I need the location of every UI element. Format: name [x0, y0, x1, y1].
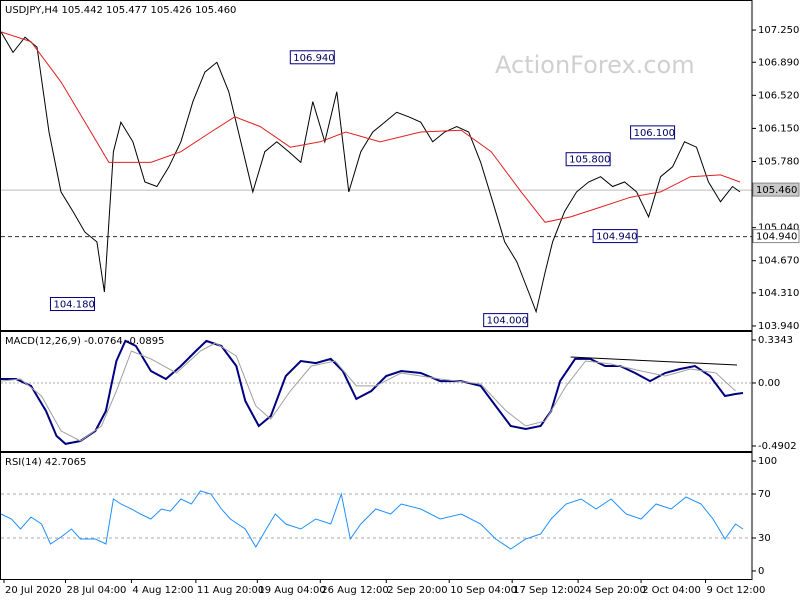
y-tick-label: 0.00	[758, 378, 780, 389]
series-line	[0, 31, 741, 223]
panel-frame	[0, 452, 753, 580]
x-tick-label: 28 Jul 04:00	[66, 585, 126, 596]
annotation-box	[483, 313, 529, 328]
series-line	[0, 342, 736, 442]
y-tick-label: 106.520	[758, 90, 799, 101]
x-tick-label: 24 Sep 20:00	[579, 585, 646, 596]
x-tick-label: 2 Sep 20:00	[387, 585, 447, 596]
annotation-box	[49, 297, 95, 312]
series-line	[0, 490, 744, 550]
y-tick-label: 106.890	[758, 57, 799, 68]
x-tick-label: 26 Aug 12:00	[321, 585, 388, 596]
annotation-label: 106.940	[293, 53, 334, 64]
y-tick-label: 106.150	[758, 123, 799, 134]
annotation-box	[565, 152, 611, 167]
y-tick-label: 0	[758, 566, 764, 577]
y-tick-label: 0.3343	[758, 335, 793, 346]
trend-line	[570, 356, 738, 366]
annotation-label: 106.100	[634, 128, 675, 139]
x-tick-label: 20 Jul 2020	[5, 585, 62, 596]
panel-frame	[0, 0, 753, 331]
x-tick-label: 4 Aug 12:00	[132, 585, 193, 596]
x-tick-label: 10 Sep 04:00	[450, 585, 517, 596]
panel-title: MACD(12,26,9) -0.0764 -0.0895	[5, 336, 165, 347]
y-tick-label: 105.040	[758, 223, 799, 234]
annotation-box	[592, 229, 638, 244]
x-tick-label: 2 Oct 04:00	[642, 585, 701, 596]
y-tick-label: 30	[758, 533, 771, 544]
y-tick-label: 100	[758, 456, 777, 467]
annotation-label: 104.180	[53, 300, 94, 311]
price-label-box	[752, 182, 800, 197]
annotation-label: 104.940	[596, 232, 637, 243]
y-tick-label: 103.940	[758, 321, 799, 332]
panel-frame	[0, 331, 753, 452]
x-tick-label: 9 Oct 12:00	[707, 585, 766, 596]
annotation-box	[630, 125, 676, 140]
y-tick-label: 104.310	[758, 288, 799, 299]
y-tick-label: 104.670	[758, 256, 799, 267]
panel-title: RSI(14) 42.7065	[5, 457, 86, 468]
watermark: ActionForex.com	[495, 51, 695, 79]
price-label-box	[752, 229, 800, 244]
x-tick-label: 19 Aug 04:00	[258, 585, 325, 596]
x-tick-label: 11 Aug 20:00	[197, 585, 264, 596]
y-tick-label: -0.4902	[758, 441, 797, 452]
annotation-label: 105.800	[569, 155, 610, 166]
price-label: 105.460	[756, 185, 797, 196]
series-line	[0, 31, 741, 314]
panel-title: USDJPY,H4 105.442 105.477 105.426 105.46…	[5, 5, 236, 16]
annotation-box	[289, 50, 335, 65]
y-tick-label: 107.250	[758, 25, 799, 36]
price-label: 104.940	[756, 232, 797, 243]
y-tick-label: 70	[758, 489, 771, 500]
x-tick-label: 17 Sep 12:00	[513, 585, 580, 596]
y-tick-label: 105.780	[758, 156, 799, 167]
annotation-label: 104.000	[487, 316, 528, 327]
